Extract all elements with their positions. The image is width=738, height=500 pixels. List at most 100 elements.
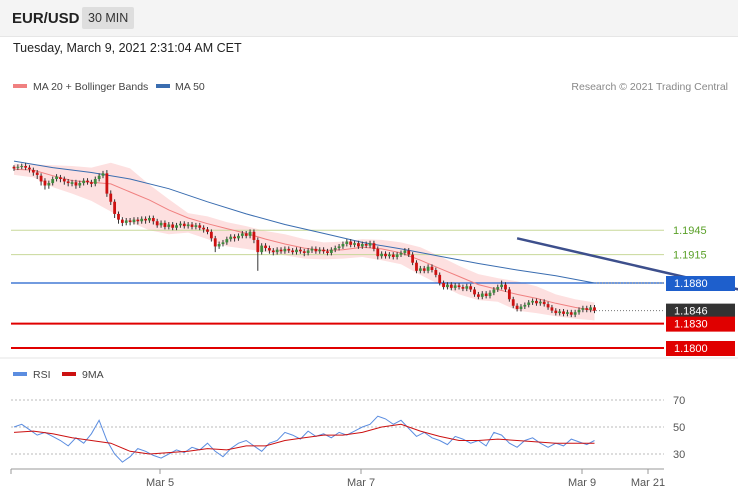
candle (461, 284, 465, 292)
candle-body (593, 307, 596, 311)
candle (314, 246, 318, 254)
candle (140, 216, 144, 224)
candle (577, 307, 581, 315)
candle (566, 309, 569, 317)
candle (206, 226, 209, 235)
legend-ma20-label: MA 20 + Bollinger Bands (33, 81, 148, 93)
candle-body (148, 218, 151, 221)
candle (159, 220, 163, 228)
candle (117, 211, 120, 224)
candle (550, 304, 554, 314)
candle (511, 296, 515, 309)
candle (194, 222, 198, 230)
candle (426, 264, 430, 274)
candle-body (113, 201, 117, 214)
candle-body (182, 223, 186, 227)
candle-body (446, 284, 449, 288)
candle-body (399, 252, 403, 255)
candle-body (558, 311, 562, 314)
support-2-label: 1.1800 (674, 343, 708, 355)
price-legend: MA 20 + Bollinger Bands MA 50 Research © 2… (13, 81, 728, 93)
candle-body (213, 238, 217, 247)
candle-body (337, 246, 341, 249)
candle (186, 222, 190, 229)
candle (546, 301, 550, 310)
candle-body (577, 309, 581, 313)
copyright-label: Research © 2021 Trading Central (571, 81, 728, 93)
candle-body (581, 308, 585, 310)
candle-body (403, 250, 407, 253)
candle (403, 248, 407, 256)
candle (237, 233, 240, 241)
candle (248, 229, 252, 239)
candle (233, 234, 236, 242)
candle (488, 290, 492, 299)
candle (469, 283, 473, 292)
candle-body (538, 301, 542, 304)
candle (283, 246, 287, 254)
candle (198, 222, 202, 231)
candle-body (140, 218, 144, 222)
candle (256, 237, 260, 271)
candle (349, 239, 353, 248)
rsi-tick-label: 70 (673, 395, 685, 407)
legend-rsi-label: RSI (33, 369, 51, 381)
candle-body (66, 181, 70, 184)
candle-body (109, 193, 113, 202)
candle-body (422, 268, 426, 271)
candle (35, 170, 39, 179)
candle-body (542, 301, 546, 305)
candle (24, 162, 28, 171)
candle (496, 284, 500, 292)
candle (43, 178, 47, 190)
candle (581, 305, 585, 313)
candle-body (357, 243, 360, 247)
candle-body (70, 182, 74, 184)
candle-body (504, 284, 507, 290)
candle (542, 299, 546, 307)
candle-body (527, 302, 531, 305)
candle (391, 252, 395, 260)
legend-swatch-rsi (13, 372, 27, 376)
candle (298, 247, 302, 254)
candle-body (523, 304, 527, 307)
candle (82, 178, 86, 186)
candle-body (442, 283, 445, 288)
candle-body (20, 166, 24, 167)
candle-body (35, 172, 39, 175)
candle-body (469, 286, 473, 290)
candle-body (206, 229, 209, 232)
candle (252, 229, 256, 244)
candle (484, 291, 488, 299)
candle-body (28, 167, 31, 170)
candle (569, 309, 573, 318)
candle (333, 245, 337, 253)
legend-swatch-ma20 (13, 84, 27, 88)
candle (279, 247, 283, 254)
candle-body (453, 285, 457, 288)
candle-body (326, 251, 329, 253)
candle-body (101, 173, 105, 176)
candle (202, 225, 206, 233)
candle (260, 243, 264, 255)
candle-body (298, 249, 302, 252)
candle-body (275, 249, 279, 253)
candle (291, 248, 295, 255)
candle-body (353, 243, 356, 245)
candle-body (461, 287, 465, 289)
candle-body (465, 286, 469, 289)
candle-body (496, 287, 500, 290)
candle-body (449, 284, 453, 288)
candle (329, 247, 333, 256)
candle (523, 302, 527, 309)
candle-body (333, 248, 337, 250)
candle (268, 245, 271, 254)
rsi-ma9-line (13, 423, 595, 455)
candle (554, 308, 558, 316)
candle-body (438, 274, 442, 283)
candle (55, 174, 58, 182)
rsi-line (13, 415, 595, 463)
candle (326, 248, 329, 256)
candle-body (566, 312, 569, 314)
timeframe-button[interactable]: 30 MIN (82, 7, 135, 29)
